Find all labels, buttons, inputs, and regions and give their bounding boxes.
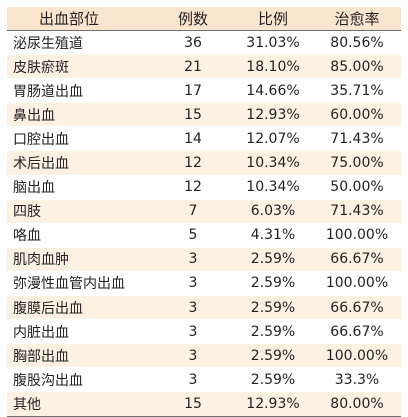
cell-cure-rate: 35.71% — [313, 78, 401, 104]
cell-site: 四肢 — [7, 199, 153, 224]
table-row: 腹股沟出血 3 2.59% 33.3% — [7, 367, 401, 393]
cell-site: 腹膜后出血 — [7, 295, 153, 321]
cell-ratio: 2.59% — [233, 367, 313, 393]
cell-cure-rate: 33.3% — [313, 367, 401, 393]
cell-count: 21 — [153, 54, 233, 80]
table-row: 术后出血 12 10.34% 75.00% — [7, 150, 401, 176]
cell-count: 3 — [153, 319, 233, 345]
cell-count: 15 — [153, 102, 233, 128]
cell-ratio: 2.59% — [233, 343, 313, 369]
table-row: 腹膜后出血 3 2.59% 66.67% — [7, 295, 401, 321]
cell-ratio: 12.93% — [233, 391, 313, 417]
cell-count: 12 — [153, 175, 233, 200]
table-container: 出血部位 例数 比例 治愈率 泌尿生殖道 36 31.03% 80.56% 皮肤瘀斑 21… — [7, 7, 401, 417]
cell-site: 胸部出血 — [7, 343, 153, 369]
cell-ratio: 10.34% — [233, 175, 313, 200]
table-row: 皮肤瘀斑 21 18.10% 85.00% — [7, 54, 401, 80]
cell-ratio: 2.59% — [233, 319, 313, 345]
cell-count: 3 — [153, 271, 233, 297]
cell-count: 3 — [153, 343, 233, 369]
cell-cure-rate: 80.00% — [313, 391, 401, 417]
table-row: 鼻出血 15 12.93% 60.00% — [7, 102, 401, 128]
cell-ratio: 4.31% — [233, 223, 313, 248]
table-row: 肌肉血肿 3 2.59% 66.67% — [7, 247, 401, 272]
table-row: 口腔出血 14 12.07% 71.43% — [7, 126, 401, 152]
cell-site: 鼻出血 — [7, 102, 153, 128]
cell-site: 术后出血 — [7, 150, 153, 176]
cell-ratio: 2.59% — [233, 295, 313, 321]
cell-site: 皮肤瘀斑 — [7, 54, 153, 80]
header-ratio: 比例 — [233, 7, 313, 31]
cell-ratio: 10.34% — [233, 150, 313, 176]
cell-cure-rate: 71.43% — [313, 126, 401, 152]
table-row: 其他 15 12.93% 80.00% — [7, 391, 401, 417]
cell-ratio: 2.59% — [233, 271, 313, 297]
cell-cure-rate: 50.00% — [313, 175, 401, 200]
cell-cure-rate: 60.00% — [313, 102, 401, 128]
cell-cure-rate: 100.00% — [313, 343, 401, 369]
cell-site: 胃肠道出血 — [7, 78, 153, 104]
table-row: 四肢 7 6.03% 71.43% — [7, 199, 401, 224]
cell-site: 弥漫性血管内出血 — [7, 271, 153, 297]
cell-cure-rate: 75.00% — [313, 150, 401, 176]
table-row: 内脏出血 3 2.59% 66.67% — [7, 319, 401, 345]
header-cure-rate: 治愈率 — [313, 7, 401, 31]
cell-ratio: 6.03% — [233, 199, 313, 224]
cell-cure-rate: 100.00% — [313, 271, 401, 297]
cell-site: 泌尿生殖道 — [7, 30, 153, 56]
cell-ratio: 18.10% — [233, 54, 313, 80]
cell-ratio: 14.66% — [233, 78, 313, 104]
cell-count: 36 — [153, 30, 233, 56]
bleeding-site-table: 出血部位 例数 比例 治愈率 泌尿生殖道 36 31.03% 80.56% 皮肤瘀斑 21… — [7, 7, 401, 417]
table-row: 弥漫性血管内出血 3 2.59% 100.00% — [7, 271, 401, 297]
cell-cure-rate: 66.67% — [313, 319, 401, 345]
cell-count: 3 — [153, 247, 233, 272]
header-site: 出血部位 — [7, 7, 153, 31]
cell-site: 脑出血 — [7, 175, 153, 200]
cell-count: 14 — [153, 126, 233, 152]
table-row: 咯血 5 4.31% 100.00% — [7, 223, 401, 248]
cell-cure-rate: 66.67% — [313, 295, 401, 321]
cell-cure-rate: 85.00% — [313, 54, 401, 80]
cell-site: 口腔出血 — [7, 126, 153, 152]
cell-count: 17 — [153, 78, 233, 104]
cell-cure-rate: 71.43% — [313, 199, 401, 224]
cell-ratio: 2.59% — [233, 247, 313, 272]
cell-count: 15 — [153, 391, 233, 417]
cell-count: 12 — [153, 150, 233, 176]
table-row: 胃肠道出血 17 14.66% 35.71% — [7, 78, 401, 104]
cell-cure-rate: 80.56% — [313, 30, 401, 56]
cell-ratio: 12.93% — [233, 102, 313, 128]
cell-ratio: 31.03% — [233, 30, 313, 56]
header-count: 例数 — [153, 7, 233, 31]
table-row: 泌尿生殖道 36 31.03% 80.56% — [7, 30, 401, 56]
cell-ratio: 12.07% — [233, 126, 313, 152]
cell-cure-rate: 100.00% — [313, 223, 401, 248]
cell-count: 7 — [153, 199, 233, 224]
table-row: 脑出血 12 10.34% 50.00% — [7, 175, 401, 200]
cell-site: 咯血 — [7, 223, 153, 248]
table-header-row: 出血部位 例数 比例 治愈率 — [7, 7, 401, 31]
cell-cure-rate: 66.67% — [313, 247, 401, 272]
table-row: 胸部出血 3 2.59% 100.00% — [7, 343, 401, 369]
cell-count: 3 — [153, 295, 233, 321]
cell-site: 腹股沟出血 — [7, 367, 153, 393]
cell-site: 肌肉血肿 — [7, 247, 153, 272]
cell-site: 其他 — [7, 391, 153, 417]
cell-count: 3 — [153, 367, 233, 393]
cell-count: 5 — [153, 223, 233, 248]
cell-site: 内脏出血 — [7, 319, 153, 345]
